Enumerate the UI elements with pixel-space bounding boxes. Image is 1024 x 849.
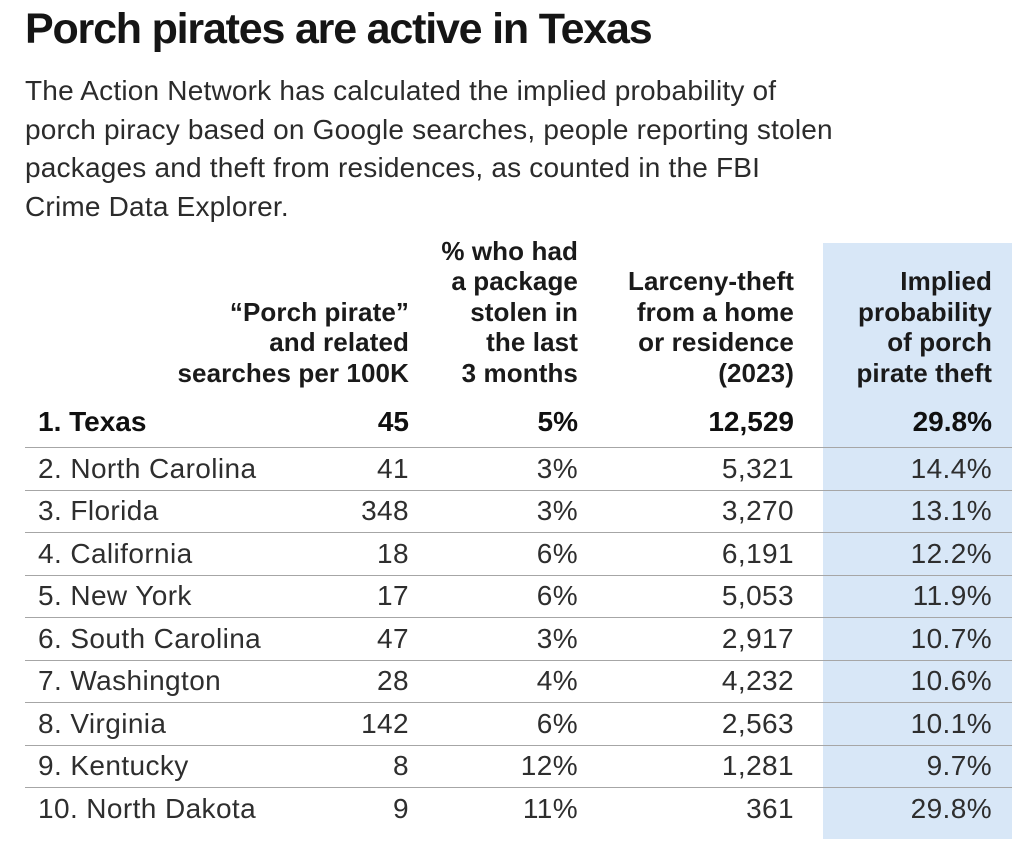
table-row: 2. North Carolina 41 3% 5,321 14.4%	[25, 448, 1012, 491]
implied-probability-cell: 14.4%	[910, 452, 992, 484]
implied-probability-cell: 9.7%	[926, 750, 992, 782]
infographic-page: Porch pirates are active in Texas The Ac…	[0, 5, 1024, 849]
table-row: 6. South Carolina 47 3% 2,917 10.7%	[25, 618, 1012, 661]
larceny-cell: 2,563	[721, 707, 794, 739]
state-cell: 3. Florida	[38, 495, 159, 527]
table-row: 1. Texas 45 5% 12,529 29.8%	[25, 397, 1012, 448]
table-row: 4. California 18 6% 6,191 12.2%	[25, 533, 1012, 576]
searches-cell: 18	[377, 537, 409, 569]
searches-cell: 8	[393, 750, 409, 782]
searches-cell: 9	[393, 793, 409, 825]
larceny-cell: 1,281	[721, 750, 794, 782]
state-cell: 6. South Carolina	[38, 622, 262, 654]
searches-cell: 45	[377, 406, 409, 437]
implied-probability-cell: 11.9%	[912, 580, 992, 612]
searches-cell: 17	[377, 580, 409, 612]
larceny-cell: 5,053	[721, 580, 794, 612]
package-stolen-cell: 12%	[520, 750, 578, 782]
larceny-cell: 3,270	[721, 495, 794, 527]
table-row: 8. Virginia 142 6% 2,563 10.1%	[25, 703, 1012, 746]
column-header-implied-probability: Implied probability of porch pirate thef…	[856, 266, 992, 388]
searches-cell: 41	[377, 452, 409, 484]
package-stolen-cell: 6%	[536, 707, 578, 739]
searches-cell: 142	[361, 707, 409, 739]
column-header-package-stolen: % who had a package stolen in the last 3…	[441, 235, 578, 388]
package-stolen-cell: 3%	[536, 495, 578, 527]
package-stolen-cell: 11%	[522, 793, 578, 825]
implied-probability-cell: 13.1%	[910, 495, 992, 527]
state-cell: 2. North Carolina	[38, 452, 257, 484]
searches-cell: 348	[361, 495, 409, 527]
state-cell: 8. Virginia	[38, 707, 167, 739]
page-title: Porch pirates are active in Texas	[25, 5, 653, 53]
searches-cell: 47	[377, 622, 409, 654]
state-cell: 1. Texas	[38, 406, 147, 437]
table-row: 5. New York 17 6% 5,053 11.9%	[25, 576, 1012, 618]
subtitle: The Action Network has calculated the im…	[25, 75, 833, 222]
column-header-larceny-theft: Larceny-theft from a home or residence (…	[628, 266, 794, 388]
state-cell: 10. North Dakota	[38, 793, 257, 825]
table-row: 9. Kentucky 8 12% 1,281 9.7%	[25, 746, 1012, 788]
implied-probability-cell: 10.7%	[910, 622, 992, 654]
searches-cell: 28	[377, 665, 409, 697]
state-cell: 5. New York	[38, 580, 192, 612]
package-stolen-cell: 3%	[536, 452, 578, 484]
state-cell: 7. Washington	[38, 665, 222, 697]
package-stolen-cell: 6%	[536, 537, 578, 569]
table-header-row: “Porch pirate” and related searches per …	[25, 236, 1012, 397]
column-header-searches: “Porch pirate” and related searches per …	[177, 296, 409, 388]
larceny-cell: 2,917	[721, 622, 794, 654]
table-row: 3. Florida 348 3% 3,270 13.1%	[25, 491, 1012, 533]
implied-probability-cell: 10.1%	[910, 707, 992, 739]
larceny-cell: 12,529	[708, 406, 794, 437]
larceny-cell: 361	[746, 793, 794, 825]
larceny-cell: 6,191	[721, 537, 794, 569]
table-row: 7. Washington 28 4% 4,232 10.6%	[25, 661, 1012, 703]
state-cell: 4. California	[38, 537, 193, 569]
highlight-column-background	[823, 243, 1012, 839]
implied-probability-cell: 29.8%	[910, 793, 992, 825]
table-body: 1. Texas 45 5% 12,529 29.8% 2. North Car…	[25, 397, 1012, 831]
table-row: 10. North Dakota 9 11% 361 29.8%	[25, 788, 1012, 831]
implied-probability-cell: 12.2%	[910, 537, 992, 569]
package-stolen-cell: 3%	[536, 622, 578, 654]
rankings-table: “Porch pirate” and related searches per …	[25, 236, 1012, 839]
package-stolen-cell: 5%	[537, 406, 578, 437]
implied-probability-cell: 10.6%	[910, 665, 992, 697]
implied-probability-cell: 29.8%	[912, 406, 992, 437]
larceny-cell: 5,321	[721, 452, 794, 484]
state-cell: 9. Kentucky	[38, 750, 189, 782]
package-stolen-cell: 4%	[536, 665, 578, 697]
package-stolen-cell: 6%	[536, 580, 578, 612]
larceny-cell: 4,232	[721, 665, 794, 697]
